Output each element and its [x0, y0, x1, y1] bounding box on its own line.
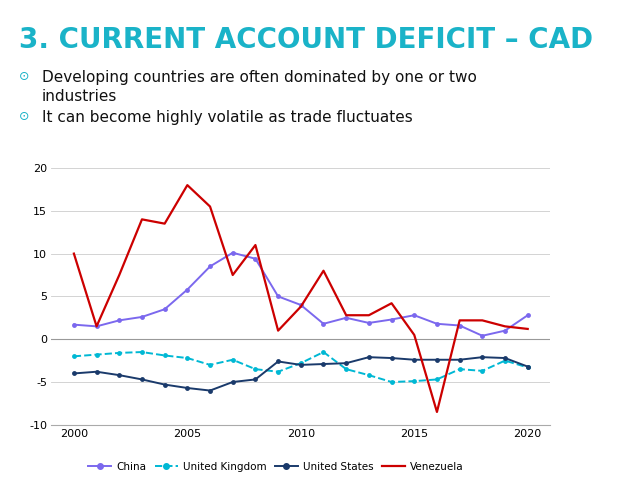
United States — [275, 359, 282, 364]
Venezuela — [365, 312, 372, 318]
United States — [479, 354, 486, 360]
United Kingdom — [297, 360, 305, 366]
China — [524, 312, 532, 318]
United States — [410, 357, 418, 362]
Venezuela — [388, 300, 396, 306]
Venezuela — [275, 328, 282, 334]
China — [479, 333, 486, 339]
China — [184, 287, 191, 292]
China — [93, 324, 100, 329]
China — [161, 306, 168, 312]
United Kingdom — [456, 366, 463, 372]
Venezuela — [115, 272, 123, 278]
Venezuela — [524, 326, 532, 332]
China — [70, 322, 77, 327]
United States — [138, 376, 146, 382]
China — [456, 323, 463, 328]
United States — [115, 372, 123, 378]
China — [388, 317, 396, 323]
China — [365, 320, 372, 326]
United States — [252, 376, 259, 382]
United Kingdom — [524, 365, 532, 371]
China — [252, 256, 259, 262]
China — [501, 328, 509, 334]
Text: ⊙: ⊙ — [19, 70, 29, 83]
United States — [365, 354, 372, 360]
Venezuela — [410, 332, 418, 338]
Venezuela — [93, 324, 100, 329]
China — [275, 293, 282, 300]
China — [319, 321, 327, 327]
United Kingdom — [433, 376, 441, 382]
United States — [342, 360, 350, 366]
Venezuela — [206, 204, 214, 209]
China — [433, 321, 441, 327]
Text: industries: industries — [42, 89, 117, 104]
Text: 3. CURRENT ACCOUNT DEFICIT – CAD: 3. CURRENT ACCOUNT DEFICIT – CAD — [19, 26, 593, 54]
China — [138, 314, 146, 320]
Line: United States: United States — [72, 355, 530, 393]
China — [115, 317, 123, 323]
Venezuela — [229, 272, 237, 278]
United Kingdom — [388, 379, 396, 385]
United States — [456, 357, 463, 362]
United Kingdom — [93, 352, 100, 358]
United Kingdom — [319, 349, 327, 355]
United States — [206, 388, 214, 394]
Legend: China, United Kingdom, United States, Venezuela: China, United Kingdom, United States, Ve… — [84, 458, 468, 476]
United Kingdom — [479, 368, 486, 374]
United Kingdom — [206, 362, 214, 368]
Line: United Kingdom: United Kingdom — [72, 349, 530, 384]
United States — [161, 382, 168, 387]
Venezuela — [297, 304, 305, 310]
United States — [297, 362, 305, 368]
China — [410, 312, 418, 318]
United States — [388, 355, 396, 361]
Venezuela — [161, 221, 168, 227]
Line: China: China — [72, 250, 530, 338]
Venezuela — [252, 242, 259, 248]
United States — [319, 361, 327, 367]
Venezuela — [319, 268, 327, 274]
Venezuela — [433, 409, 441, 415]
Venezuela — [501, 324, 509, 329]
Venezuela — [138, 216, 146, 222]
United Kingdom — [365, 372, 372, 378]
United States — [524, 364, 532, 370]
United States — [70, 371, 77, 376]
United Kingdom — [115, 350, 123, 356]
China — [206, 264, 214, 269]
Text: It can become highly volatile as trade fluctuates: It can become highly volatile as trade f… — [42, 110, 412, 125]
United States — [433, 357, 441, 362]
Venezuela — [184, 182, 191, 188]
China — [297, 302, 305, 308]
United States — [229, 379, 237, 385]
United Kingdom — [252, 366, 259, 372]
China — [229, 250, 237, 256]
Text: Developing countries are often dominated by one or two: Developing countries are often dominated… — [42, 70, 476, 84]
Venezuela — [456, 317, 463, 323]
Line: Venezuela: Venezuela — [74, 185, 528, 412]
China — [342, 315, 350, 321]
United Kingdom — [342, 366, 350, 372]
Text: ⊙: ⊙ — [19, 110, 29, 123]
Venezuela — [479, 317, 486, 323]
Venezuela — [70, 251, 77, 256]
United States — [93, 369, 100, 374]
United Kingdom — [184, 355, 191, 361]
United Kingdom — [501, 358, 509, 363]
United Kingdom — [275, 369, 282, 374]
United States — [501, 355, 509, 361]
Venezuela — [342, 312, 350, 318]
United Kingdom — [229, 357, 237, 362]
United States — [184, 385, 191, 391]
United Kingdom — [410, 378, 418, 384]
United Kingdom — [138, 349, 146, 355]
United Kingdom — [70, 353, 77, 359]
United Kingdom — [161, 353, 168, 359]
